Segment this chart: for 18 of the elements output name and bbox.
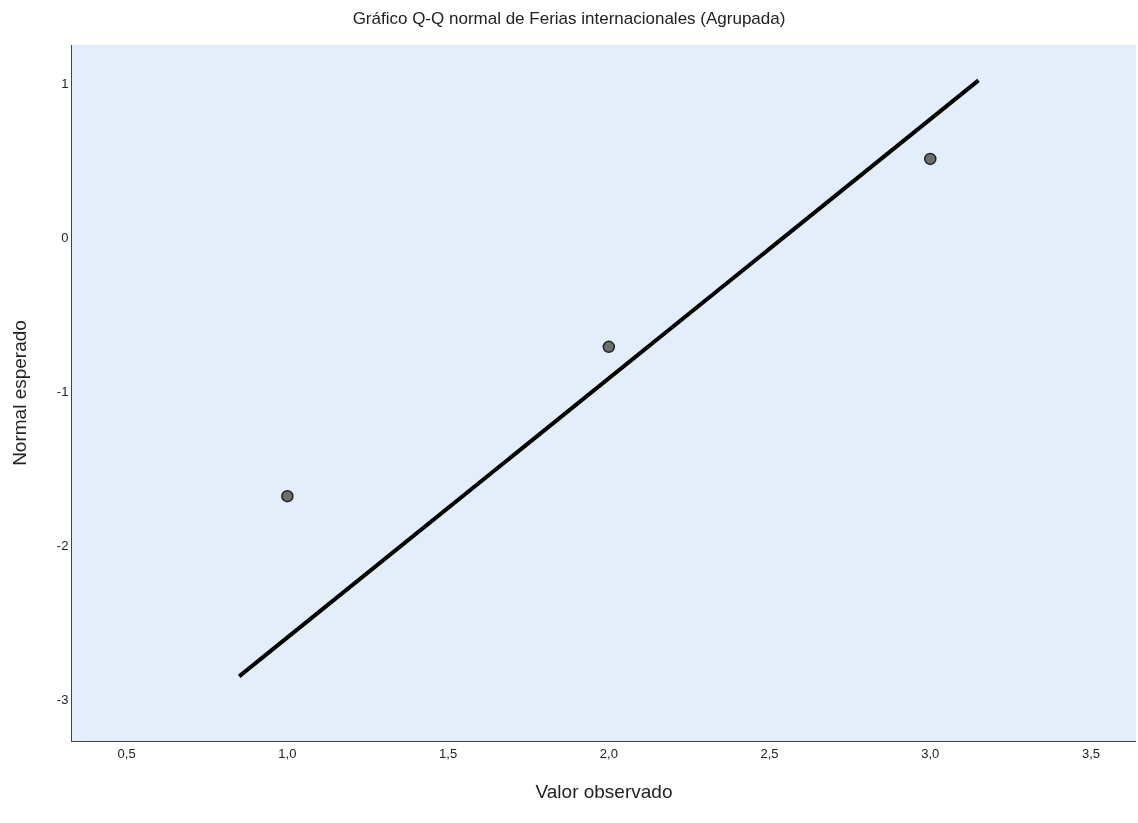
x-tick-label: 0,5 (117, 745, 136, 761)
x-tick-label: 3,0 (921, 745, 940, 761)
x-tick-label: 3,5 (1081, 745, 1101, 761)
point (602, 340, 616, 354)
x-axis-title: Valor observado (535, 781, 673, 803)
x-tick-label: 2,5 (760, 745, 779, 761)
y-tick-label: -3 (56, 691, 69, 707)
x-tick-label: 1,5 (439, 745, 458, 761)
x-tick-label: 2,0 (599, 745, 618, 761)
y-tick-label: -2 (56, 537, 69, 553)
x-tick-label: 1,0 (278, 745, 297, 761)
chart-title: Gráfico Q-Q normal de Ferias internacionales (Agrupada) (352, 9, 786, 29)
y-tick-label: -1 (56, 384, 69, 400)
y-axis-title: Normal esperado (8, 320, 30, 466)
y-tick-label: 1 (61, 76, 69, 92)
y-tick-label: 0 (61, 230, 69, 246)
point (281, 489, 294, 503)
point (924, 152, 937, 166)
